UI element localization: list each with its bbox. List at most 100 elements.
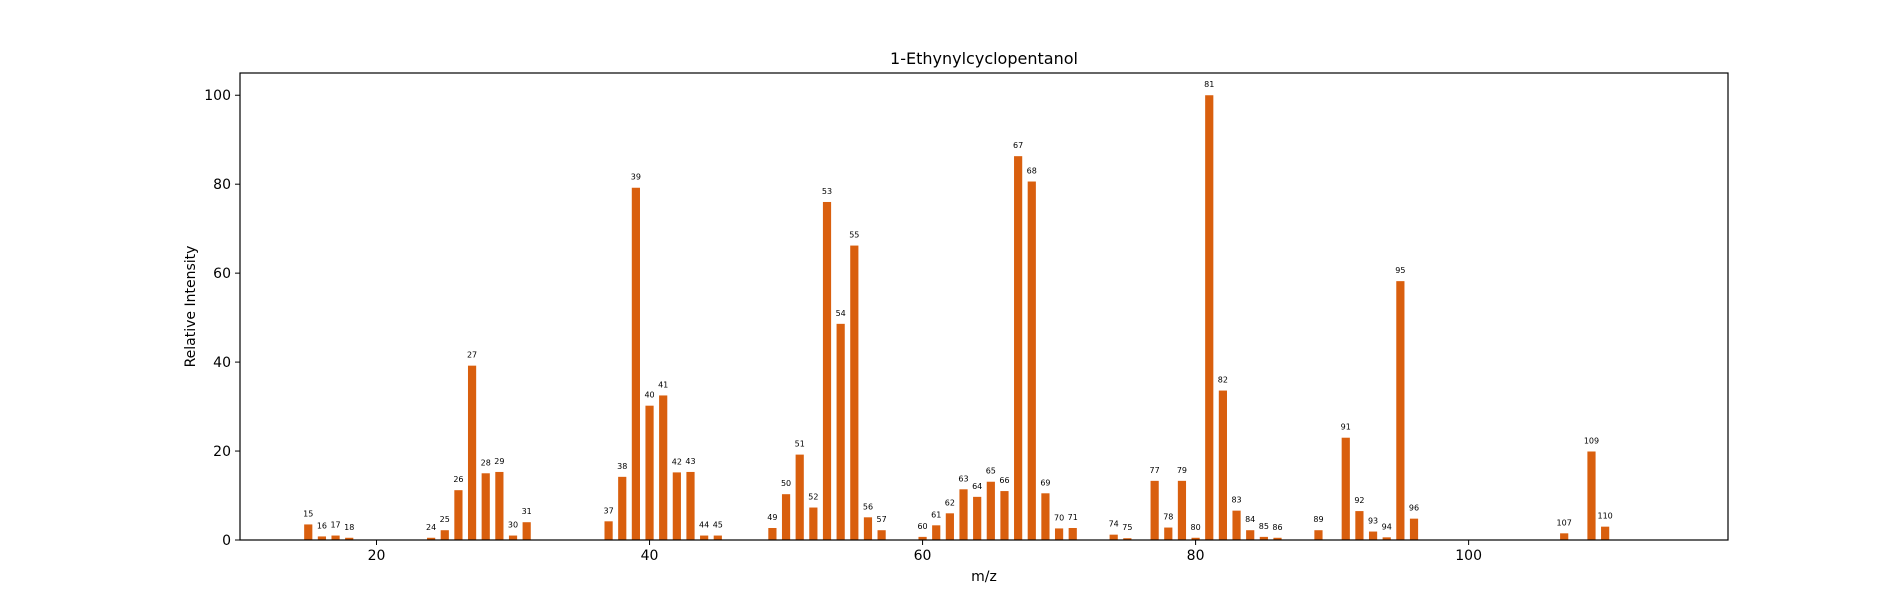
bar-label-74: 74 xyxy=(1109,520,1119,529)
y-tick-label: 100 xyxy=(204,88,231,104)
bar-label-41: 41 xyxy=(658,380,668,389)
bar-16 xyxy=(317,536,327,540)
bar-label-39: 39 xyxy=(631,173,641,182)
bar-28 xyxy=(481,473,490,540)
bar-66 xyxy=(1000,491,1009,540)
bar-label-26: 26 xyxy=(453,475,463,484)
bar-107 xyxy=(1560,533,1569,540)
bar-30 xyxy=(508,535,518,540)
bar-label-79: 79 xyxy=(1177,466,1187,475)
bar-49 xyxy=(768,527,777,540)
bar-label-107: 107 xyxy=(1557,518,1572,527)
bar-27 xyxy=(467,365,477,540)
bar-71 xyxy=(1068,527,1077,540)
bar-label-56: 56 xyxy=(863,502,873,511)
bar-52 xyxy=(809,507,818,540)
bar-89 xyxy=(1314,530,1323,540)
bar-label-29: 29 xyxy=(494,457,504,466)
bar-label-49: 49 xyxy=(767,513,777,522)
bar-40 xyxy=(645,405,654,540)
bar-labels-group: 15 16 17 18 24 25 26 27 28 29 30 31 37 38 39 40 41 42 43 44… xyxy=(303,80,1613,532)
bar-29 xyxy=(495,471,504,540)
bar-64 xyxy=(973,496,982,540)
bar-label-91: 91 xyxy=(1341,423,1351,432)
bars-group xyxy=(304,95,1610,540)
bar-96 xyxy=(1409,518,1419,540)
y-tick-label: 60 xyxy=(213,266,231,282)
x-axis-label: m/z xyxy=(971,569,997,585)
bar-label-45: 45 xyxy=(713,521,723,530)
bar-label-37: 37 xyxy=(603,506,613,515)
x-tick-label: 60 xyxy=(914,548,932,564)
bar-label-94: 94 xyxy=(1382,522,1392,531)
chart-title: 1-Ethynylcyclopentanol xyxy=(890,49,1078,68)
bar-79 xyxy=(1177,480,1187,540)
bar-69 xyxy=(1041,493,1050,540)
bar-label-69: 69 xyxy=(1040,478,1050,487)
bar-17 xyxy=(331,535,340,540)
bar-label-92: 92 xyxy=(1354,496,1364,505)
bar-26 xyxy=(454,490,463,540)
bar-109 xyxy=(1587,451,1596,540)
bar-label-53: 53 xyxy=(822,187,832,196)
bar-label-50: 50 xyxy=(781,479,791,488)
x-tick-label: 20 xyxy=(368,548,386,564)
bar-81 xyxy=(1205,95,1214,540)
bar-label-27: 27 xyxy=(467,351,477,360)
bar-53 xyxy=(822,201,832,540)
bar-label-40: 40 xyxy=(644,391,654,400)
bar-65 xyxy=(986,481,995,540)
bar-label-67: 67 xyxy=(1013,141,1023,150)
bar-70 xyxy=(1054,528,1064,540)
bar-56 xyxy=(863,517,873,540)
bar-82 xyxy=(1218,390,1227,540)
bar-41 xyxy=(659,395,668,540)
bar-54 xyxy=(836,323,845,540)
x-axis-ticks: 20 40 60 80 100 xyxy=(368,540,1482,564)
bar-25 xyxy=(440,530,449,540)
bar-label-68: 68 xyxy=(1027,167,1037,176)
bar-label-84: 84 xyxy=(1245,515,1255,524)
bar-label-28: 28 xyxy=(481,458,491,467)
bar-80 xyxy=(1191,537,1200,540)
bar-43 xyxy=(686,471,695,540)
bar-label-57: 57 xyxy=(877,515,887,524)
x-tick-label: 100 xyxy=(1455,548,1482,564)
bar-label-63: 63 xyxy=(958,474,968,483)
bar-label-43: 43 xyxy=(685,457,695,466)
bar-15 xyxy=(304,524,313,540)
x-tick-label: 40 xyxy=(641,548,659,564)
bar-24 xyxy=(427,537,436,540)
bar-85 xyxy=(1259,536,1268,540)
bar-label-70: 70 xyxy=(1054,513,1064,522)
bar-74 xyxy=(1109,534,1118,540)
bar-label-61: 61 xyxy=(931,510,941,519)
bar-label-86: 86 xyxy=(1272,523,1282,532)
bar-18 xyxy=(345,537,354,540)
bar-95 xyxy=(1396,281,1405,540)
bar-45 xyxy=(713,535,722,540)
bar-63 xyxy=(959,489,968,540)
y-axis-ticks: 0 20 40 60 80 100 xyxy=(204,88,240,549)
bar-label-85: 85 xyxy=(1259,522,1269,531)
bar-67 xyxy=(1014,156,1023,540)
bar-91 xyxy=(1341,437,1350,540)
bar-39 xyxy=(631,187,640,540)
y-tick-label: 0 xyxy=(222,533,231,549)
bar-label-25: 25 xyxy=(440,515,450,524)
bar-label-18: 18 xyxy=(344,523,354,532)
bar-92 xyxy=(1355,511,1364,540)
bar-label-75: 75 xyxy=(1122,523,1132,532)
bar-label-44: 44 xyxy=(699,521,709,530)
bar-31 xyxy=(522,522,531,540)
bar-label-81: 81 xyxy=(1204,80,1214,89)
bar-44 xyxy=(700,535,709,540)
bar-55 xyxy=(850,245,859,540)
bar-label-64: 64 xyxy=(972,482,982,491)
bar-93 xyxy=(1368,531,1378,540)
bar-84 xyxy=(1246,530,1255,540)
y-axis-label: Relative Intensity xyxy=(183,246,199,368)
bar-label-83: 83 xyxy=(1231,496,1241,505)
bar-label-82: 82 xyxy=(1218,376,1228,385)
